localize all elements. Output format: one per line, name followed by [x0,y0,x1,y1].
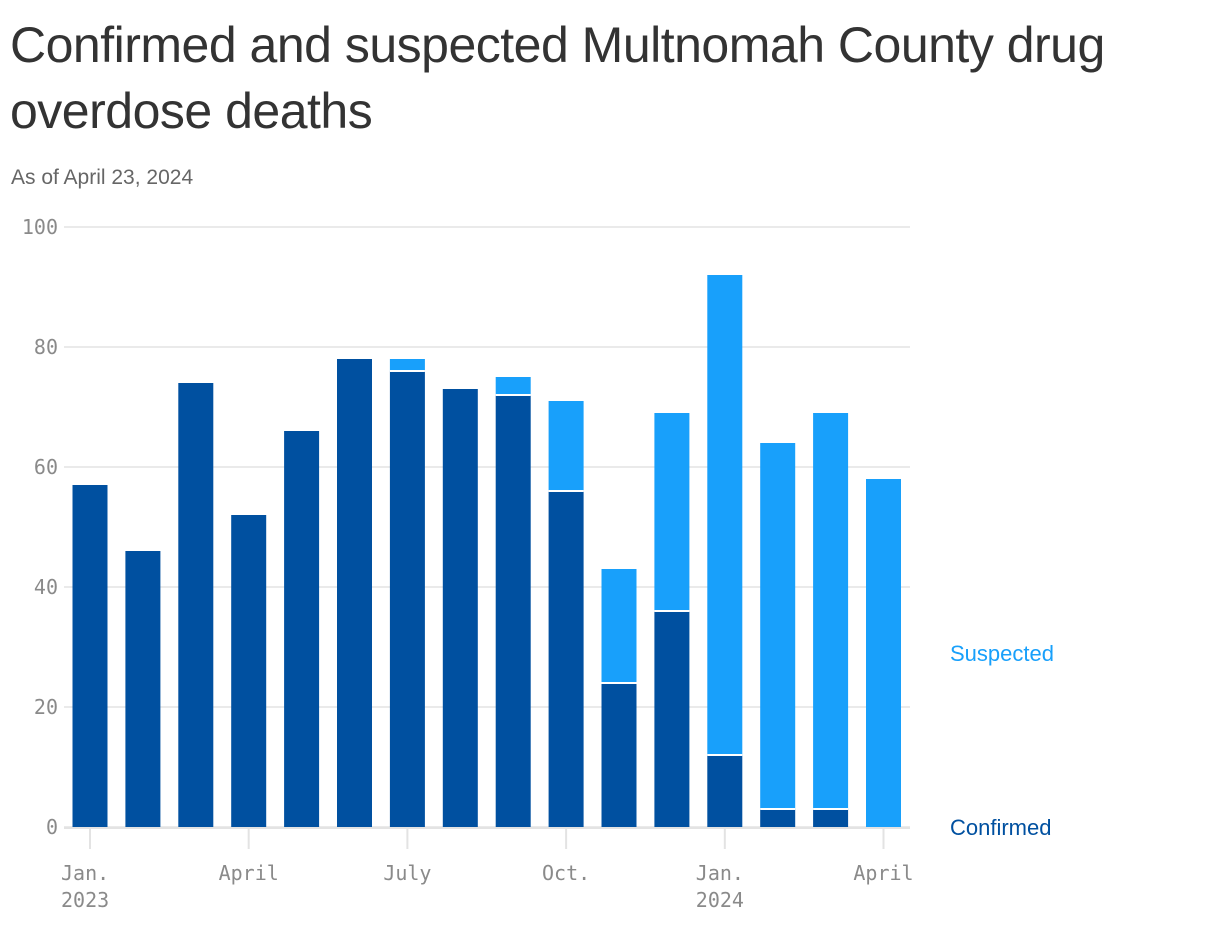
bar-confirmed-2023-05 [284,431,320,827]
bar-confirmed-2023-02 [125,551,161,827]
y-tick-label: 80 [34,335,58,359]
bar-confirmed-2023-06 [337,359,372,827]
chart-title: Confirmed and suspected Multnomah County… [10,17,1105,139]
x-tick-sublabel: 2023 [61,888,109,912]
bar-suspected-2023-12 [654,413,690,611]
bar-confirmed-2024-02 [760,809,796,827]
legend-confirmed: Confirmed [950,815,1051,840]
x-tick-label: July [383,861,431,885]
bar-suspected-2024-01 [707,275,743,755]
x-tick-label: Jan. [61,861,109,885]
bar-confirmed-2023-09 [495,395,531,827]
bar-confirmed-2023-10 [548,491,584,827]
y-tick-label: 20 [34,695,58,719]
bar-confirmed-2023-12 [654,611,690,827]
bar-confirmed-2023-08 [442,389,478,827]
bar-confirmed-2024-03 [813,809,849,827]
legend-suspected: Suspected [950,641,1054,666]
bar-confirmed-2024-01 [707,755,743,827]
x-tick-label: April [853,861,913,885]
bar-suspected-2023-07 [389,359,425,371]
bar-confirmed-2023-11 [601,683,637,827]
chart-subtitle: As of April 23, 2024 [11,166,194,189]
x-tick-label: Jan. [696,861,744,885]
bar-suspected-2023-11 [601,569,637,683]
legend: Suspected Confirmed [950,641,1054,840]
bar-suspected-2024-03 [813,413,849,809]
bar-confirmed-2023-04 [231,515,267,827]
bars [72,275,901,827]
bar-confirmed-2023-01 [72,485,108,827]
bar-confirmed-2023-07 [389,371,425,827]
y-tick-label: 40 [34,575,58,599]
bar-suspected-2024-02 [760,443,796,809]
x-tick-sublabel: 2024 [696,888,744,912]
y-tick-label: 60 [34,455,58,479]
x-axis: Jan. 2023 April July Oct. Jan. 2024 April [61,827,914,912]
y-axis-labels: 0 20 40 60 80 100 [22,215,58,839]
bar-suspected-2024-04 [866,479,901,827]
y-tick-label: 0 [46,815,58,839]
x-tick-label: April [219,861,279,885]
bar-suspected-2023-09 [495,377,531,395]
bar-confirmed-2023-03 [178,383,214,827]
bar-suspected-2023-10 [548,401,584,491]
y-tick-label: 100 [22,215,58,239]
x-tick-label: Oct. [542,861,590,885]
